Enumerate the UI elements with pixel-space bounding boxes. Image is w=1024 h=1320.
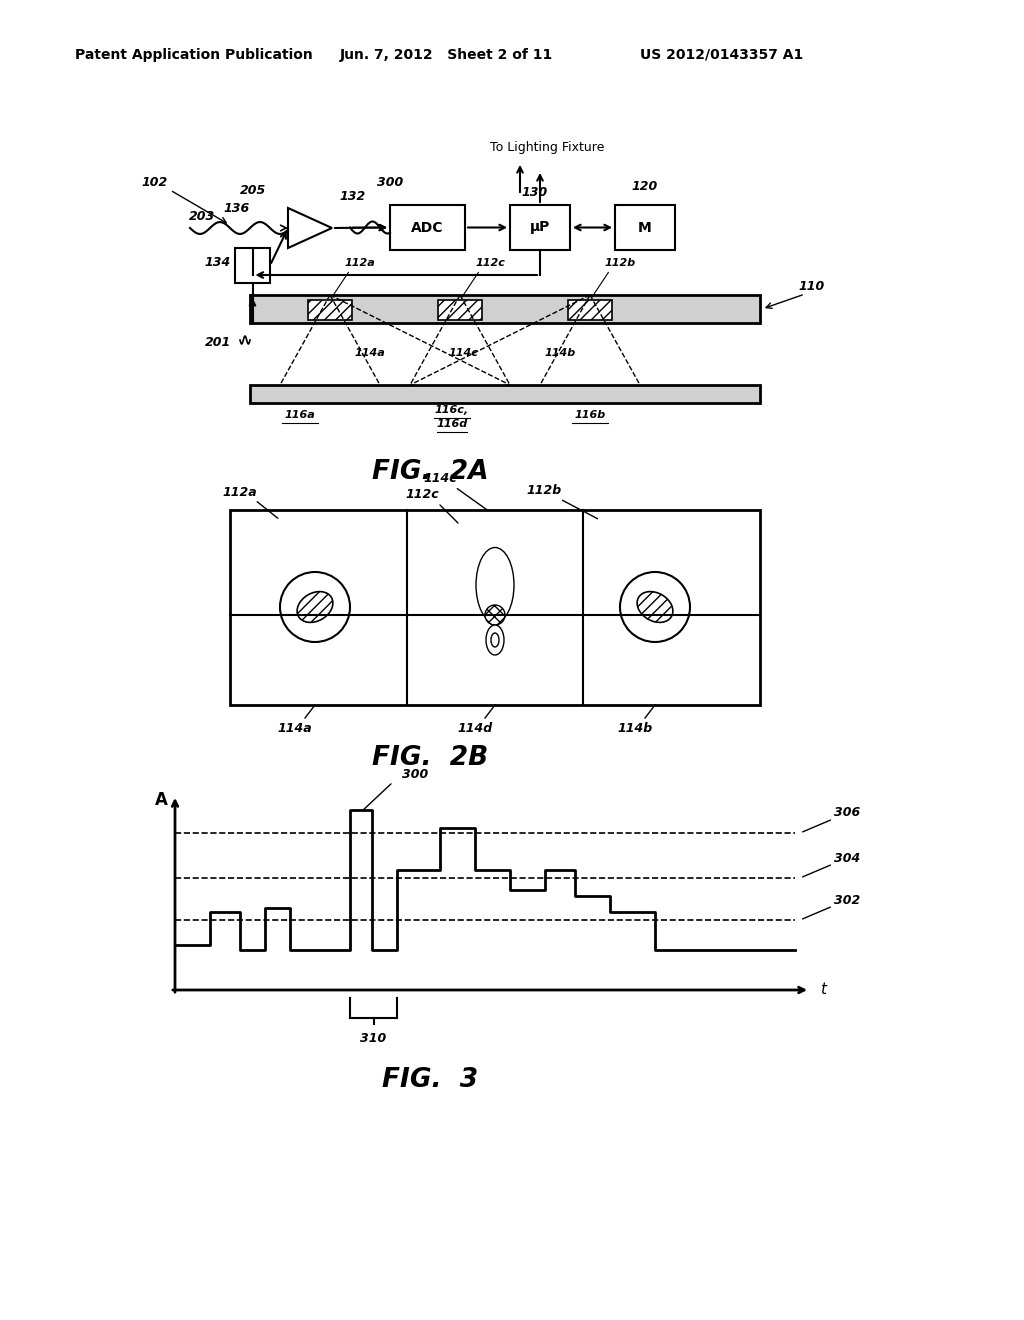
Text: FIG.  3: FIG. 3 [382, 1067, 478, 1093]
Text: 310: 310 [360, 1031, 387, 1044]
Bar [438, 300, 482, 319]
Text: 306: 306 [834, 807, 860, 820]
Text: 302: 302 [834, 894, 860, 907]
Text: 120: 120 [632, 180, 658, 193]
Text: To Lighting Fixture: To Lighting Fixture [490, 141, 604, 154]
Text: 116a: 116a [285, 411, 315, 420]
Ellipse shape [297, 591, 333, 623]
Bar [510, 205, 570, 249]
Text: Patent Application Publication: Patent Application Publication [75, 48, 312, 62]
Ellipse shape [485, 605, 505, 624]
Text: FIG.  2A: FIG. 2A [372, 459, 488, 484]
Ellipse shape [486, 624, 504, 655]
Text: 116d: 116d [436, 418, 468, 429]
Text: M: M [638, 220, 652, 235]
Text: 114c: 114c [423, 473, 457, 486]
Text: 114b: 114b [617, 722, 652, 734]
Text: 114d: 114d [458, 722, 493, 734]
Text: 116b: 116b [574, 411, 605, 420]
Text: 300: 300 [377, 177, 403, 190]
Ellipse shape [490, 634, 499, 647]
Text: μP: μP [529, 220, 550, 235]
Text: 132: 132 [340, 190, 367, 202]
Bar [390, 205, 465, 249]
Bar [250, 385, 760, 403]
Text: A: A [155, 791, 168, 809]
Bar [308, 300, 352, 319]
Text: 102: 102 [142, 177, 168, 190]
Text: 201: 201 [205, 335, 231, 348]
Ellipse shape [486, 572, 504, 599]
Bar [250, 294, 760, 323]
Text: 304: 304 [834, 851, 860, 865]
Text: Jun. 7, 2012   Sheet 2 of 11: Jun. 7, 2012 Sheet 2 of 11 [340, 48, 553, 62]
Bar [568, 300, 612, 319]
Text: t: t [820, 982, 826, 998]
Text: 114c: 114c [449, 348, 478, 358]
Bar [234, 248, 270, 282]
Text: 130: 130 [522, 186, 548, 199]
Ellipse shape [637, 591, 673, 623]
Text: FIG.  2B: FIG. 2B [372, 744, 488, 771]
Text: 112c: 112c [475, 257, 505, 268]
Text: ADC: ADC [412, 220, 443, 235]
Text: 114b: 114b [545, 348, 575, 358]
Ellipse shape [280, 572, 350, 642]
Ellipse shape [481, 560, 509, 610]
Text: 203: 203 [188, 210, 215, 223]
Ellipse shape [620, 572, 690, 642]
Bar [230, 510, 760, 705]
Text: 110: 110 [799, 281, 825, 293]
Text: 136: 136 [224, 202, 250, 214]
Text: 112a: 112a [345, 257, 376, 268]
Text: 134: 134 [205, 256, 231, 268]
Text: US 2012/0143357 A1: US 2012/0143357 A1 [640, 48, 803, 62]
Text: 112b: 112b [526, 484, 561, 498]
Text: 112a: 112a [222, 486, 257, 499]
Text: 116c,: 116c, [435, 405, 469, 414]
Text: 114a: 114a [354, 348, 385, 358]
Ellipse shape [476, 548, 514, 623]
Text: 300: 300 [401, 767, 428, 780]
Text: 112c: 112c [406, 488, 439, 502]
Text: 205: 205 [240, 183, 266, 197]
Text: 112b: 112b [604, 257, 636, 268]
Bar [615, 205, 675, 249]
Text: 114a: 114a [278, 722, 312, 734]
